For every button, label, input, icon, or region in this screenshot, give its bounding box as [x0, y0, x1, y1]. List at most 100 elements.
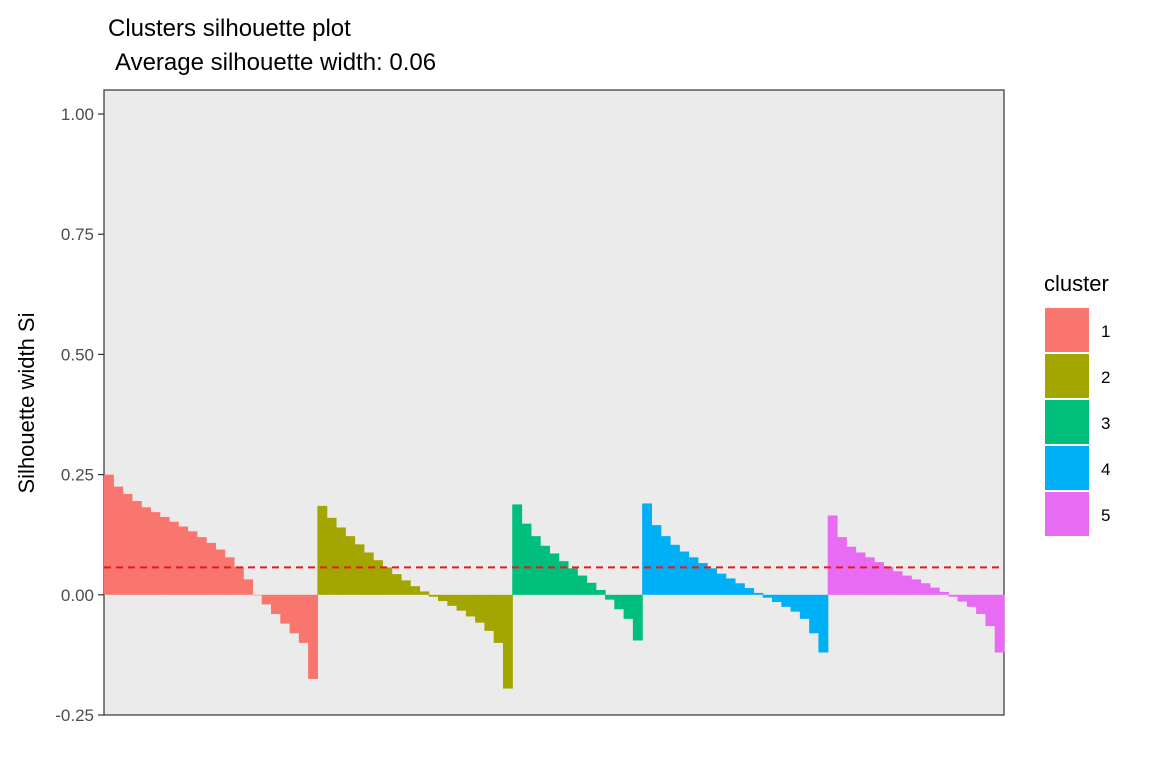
silhouette-bar-cluster-5-12	[929, 587, 940, 595]
silhouette-bar-cluster-2-1	[317, 505, 328, 595]
silhouette-bar-cluster-5-8	[892, 571, 903, 595]
silhouette-bar-cluster-3-11	[605, 594, 615, 600]
silhouette-bar-cluster-1-1	[104, 474, 114, 595]
silhouette-bar-cluster-1-3	[122, 493, 133, 595]
silhouette-bar-cluster-2-9	[391, 574, 402, 595]
silhouette-bar-cluster-4-7	[697, 563, 708, 595]
silhouette-bar-cluster-5-7	[883, 566, 894, 595]
legend-swatch-1	[1045, 308, 1089, 352]
silhouette-bar-cluster-1-15	[233, 566, 244, 595]
silhouette-bar-cluster-1-2	[113, 486, 124, 595]
silhouette-bar-cluster-4-9	[716, 573, 727, 595]
silhouette-bar-cluster-1-9	[178, 526, 189, 595]
silhouette-bar-cluster-2-15	[447, 594, 458, 606]
silhouette-bar-cluster-1-10	[187, 531, 198, 595]
y-tick-label: 0.50	[61, 345, 94, 364]
silhouette-bar-cluster-4-5	[679, 551, 690, 595]
silhouette-bar-cluster-4-10	[725, 578, 736, 595]
silhouette-bar-cluster-4-4	[669, 544, 680, 595]
silhouette-bar-cluster-1-6	[150, 512, 161, 595]
y-axis: -0.25 0.00 0.25 0.50 0.75 1.00	[55, 105, 104, 725]
silhouette-bar-cluster-1-20	[280, 594, 291, 624]
silhouette-bar-cluster-1-8	[168, 521, 179, 595]
silhouette-bar-cluster-3-14	[632, 594, 643, 641]
silhouette-bar-cluster-1-23	[308, 594, 318, 679]
silhouette-bar-cluster-5-13	[939, 591, 949, 595]
silhouette-bar-cluster-1-13	[215, 549, 226, 595]
silhouette-bar-cluster-2-5	[354, 544, 365, 595]
legend-swatch-3	[1045, 400, 1089, 444]
silhouette-bar-cluster-2-21	[502, 594, 513, 689]
chart-subtitle: Average silhouette width: 0.06	[115, 49, 436, 76]
silhouette-bar-cluster-1-17	[252, 594, 263, 596]
legend-label-4: 4	[1101, 460, 1110, 479]
silhouette-bar-cluster-4-17	[790, 594, 801, 612]
silhouette-bar-cluster-3-12	[614, 594, 625, 610]
y-axis-label: Silhouette width Si	[14, 313, 39, 494]
silhouette-bar-cluster-5-11	[920, 583, 931, 595]
silhouette-bar-cluster-3-9	[586, 582, 597, 595]
silhouette-bar-cluster-2-14	[438, 594, 448, 602]
silhouette-bar-cluster-5-15	[957, 594, 968, 602]
silhouette-bar-cluster-3-13	[623, 594, 634, 619]
silhouette-bar-cluster-1-21	[289, 594, 300, 634]
silhouette-bar-cluster-1-12	[206, 542, 216, 595]
silhouette-bar-cluster-3-2	[521, 523, 532, 595]
bars-layer	[104, 474, 1005, 689]
silhouette-bar-cluster-2-11	[410, 586, 421, 595]
silhouette-bar-cluster-4-13	[753, 592, 764, 595]
silhouette-bar-cluster-2-8	[382, 567, 393, 595]
y-tick-label: -0.25	[55, 706, 94, 725]
silhouette-bar-cluster-3-6	[558, 561, 569, 595]
silhouette-bar-cluster-3-5	[549, 553, 560, 595]
silhouette-bar-cluster-5-17	[976, 594, 987, 615]
legend-swatch-4	[1045, 446, 1089, 490]
legend-label-3: 3	[1101, 414, 1110, 433]
y-tick-label: 1.00	[61, 105, 94, 124]
silhouette-bar-cluster-1-19	[271, 594, 281, 615]
silhouette-bar-cluster-1-16	[243, 579, 254, 595]
silhouette-bar-cluster-3-1	[512, 504, 523, 595]
silhouette-bar-cluster-5-3	[846, 546, 857, 595]
silhouette-bar-cluster-3-10	[595, 590, 606, 595]
silhouette-bar-cluster-4-1	[642, 503, 653, 595]
silhouette-bar-cluster-5-2	[836, 537, 847, 595]
silhouette-bar-cluster-2-2	[326, 517, 337, 595]
silhouette-bar-cluster-4-15	[772, 594, 782, 603]
silhouette-bar-cluster-2-19	[484, 594, 495, 631]
legend-swatch-5	[1045, 492, 1089, 536]
silhouette-bar-cluster-5-4	[855, 552, 866, 595]
silhouette-bar-cluster-5-1	[827, 515, 838, 595]
silhouette-bar-cluster-4-12	[744, 588, 755, 595]
legend-swatch-2	[1045, 354, 1089, 398]
silhouette-bar-cluster-3-3	[530, 536, 541, 595]
silhouette-bar-cluster-3-8	[577, 575, 588, 595]
silhouette-bar-cluster-4-14	[762, 594, 773, 598]
y-tick-label: 0.75	[61, 225, 94, 244]
silhouette-bar-cluster-4-16	[781, 594, 792, 607]
plot-panel	[103, 89, 1005, 716]
silhouette-bar-cluster-4-20	[818, 594, 829, 653]
silhouette-bar-cluster-5-19	[994, 594, 1005, 653]
silhouette-bar-cluster-2-12	[419, 591, 430, 595]
silhouette-bar-cluster-2-3	[335, 527, 346, 595]
chart-title: Clusters silhouette plot	[108, 15, 351, 42]
silhouette-bar-cluster-2-16	[456, 594, 467, 611]
silhouette-bar-cluster-2-18	[475, 594, 486, 623]
silhouette-bar-cluster-5-14	[948, 594, 959, 597]
silhouette-bar-cluster-4-6	[688, 557, 699, 595]
silhouette-bar-cluster-1-4	[131, 501, 142, 595]
legend-label-2: 2	[1101, 368, 1110, 387]
silhouette-bar-cluster-3-4	[540, 545, 550, 595]
silhouette-bar-cluster-2-6	[363, 552, 374, 595]
silhouette-bar-cluster-2-4	[345, 536, 356, 595]
y-tick-label: 0.00	[61, 586, 94, 605]
silhouette-bar-cluster-1-11	[196, 537, 207, 595]
legend-title: cluster	[1044, 271, 1109, 296]
legend-label-1: 1	[1101, 322, 1110, 341]
silhouette-bar-cluster-1-14	[224, 557, 235, 595]
silhouette-bar-cluster-5-5	[864, 557, 875, 595]
silhouette-bar-cluster-5-10	[911, 579, 922, 595]
